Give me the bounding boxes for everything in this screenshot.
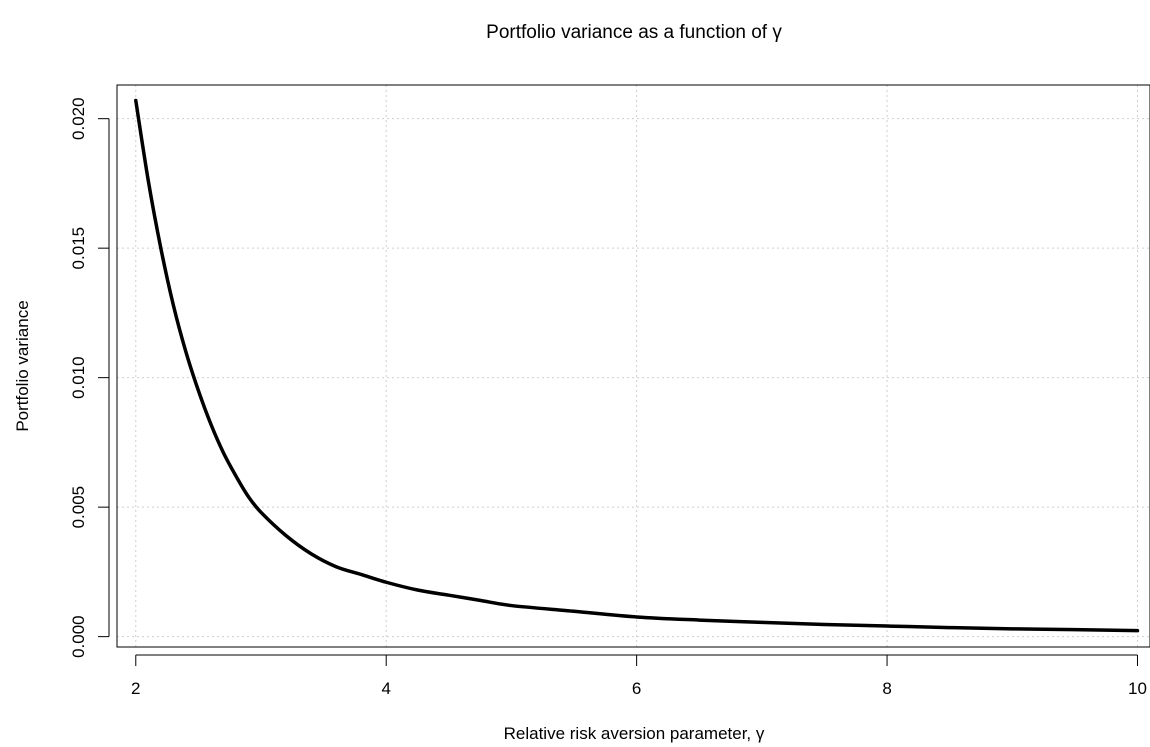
plot-frame [116,84,1150,648]
x-tick-label: 2 [131,679,140,698]
x-tick-label: 10 [1128,679,1147,698]
chart-title: Portfolio variance as a function of γ [486,22,782,43]
x-axis-label: Relative risk aversion parameter, γ [504,724,765,743]
y-tick-label: 0.020 [69,97,88,140]
y-axis: 0.000 0.005 0.010 0.015 0.020 [69,97,110,658]
y-axis-label: Portfolio variance [13,300,32,431]
y-tick-label: 0.015 [69,227,88,270]
x-axis: 2 4 6 8 10 [131,654,1147,698]
series-line [134,98,1140,633]
y-tick-label: 0.010 [69,356,88,399]
x-tick-label: 4 [381,679,390,698]
y-tick-label: 0.005 [69,486,88,529]
x-tick-label: 6 [632,679,641,698]
grid [117,85,1150,647]
y-tick-label: 0.000 [69,615,88,658]
x-tick-label: 8 [882,679,891,698]
